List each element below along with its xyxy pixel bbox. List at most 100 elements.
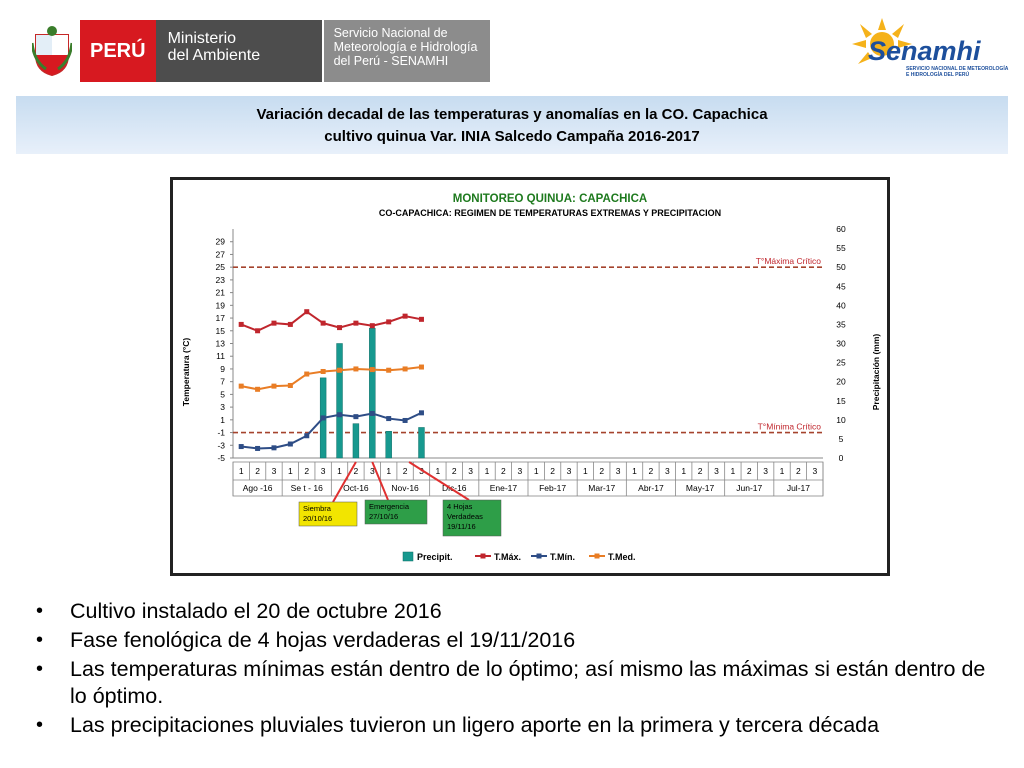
series-marker	[386, 319, 392, 325]
series-marker	[255, 445, 261, 451]
peru-ministry-logo: PERÚ Ministerio del Ambiente Servicio Na…	[24, 20, 490, 82]
decade-tick-label: 2	[796, 466, 801, 476]
bullet-text: Fase fenológica de 4 hojas verdaderas el…	[70, 628, 576, 652]
decade-tick-label: 1	[632, 466, 637, 476]
month-tick-label: Dic-16	[442, 483, 467, 493]
bullet-text: Cultivo instalado el 20 de octubre 2016	[70, 599, 442, 623]
bullet-item: • Fase fenológica de 4 hojas verdaderas e…	[34, 627, 994, 654]
y2-tick-label: 10	[836, 415, 846, 425]
bullet-list: • Cultivo instalado el 20 de octubre 2016…	[34, 598, 994, 741]
series-marker	[320, 415, 326, 421]
decade-tick-label: 1	[386, 466, 391, 476]
y2-tick-label: 15	[836, 396, 846, 406]
month-tick-label: Se t - 16	[291, 483, 323, 493]
slide-title-line-1: Variación decadal de las temperaturas y …	[256, 106, 768, 123]
decade-tick-label: 3	[370, 466, 375, 476]
bullet-dot: •	[36, 600, 44, 622]
month-tick-label: May-17	[686, 483, 715, 493]
y-tick-label: 25	[216, 262, 226, 272]
y-tick-label: 13	[216, 339, 226, 349]
chart-subtitle: CO-CAPACHICA: REGIMEN DE TEMPERATURAS EX…	[379, 208, 721, 218]
precip-bar	[369, 327, 376, 459]
threshold-label: T°Mínima Crítico	[758, 422, 822, 432]
annotation-arrow	[371, 461, 389, 501]
slide-title-line-2: cultivo quinua Var. INIA Salcedo Campaña…	[324, 128, 700, 145]
series-marker	[402, 417, 408, 423]
service-line-1: Servicio Nacional de	[333, 26, 448, 40]
service-label: Servicio Nacional de Meteorología e Hidr…	[323, 20, 490, 82]
decade-tick-label: 1	[337, 466, 342, 476]
chart-frame: MONITOREO QUINUA: CAPACHICA CO-CAPACHICA…	[170, 177, 890, 576]
y2-tick-label: 5	[839, 434, 844, 444]
precip-bar	[352, 423, 360, 459]
y-tick-label: 9	[220, 364, 225, 374]
decade-tick-label: 3	[714, 466, 719, 476]
y-tick-label: 1	[220, 415, 225, 425]
precip-bar	[385, 431, 392, 459]
series-marker	[386, 416, 392, 422]
annotation-text: 20/10/16	[303, 514, 332, 523]
slide-title: Variación decadal de las temperaturas y …	[16, 104, 1008, 148]
y2-tick-label: 30	[836, 339, 846, 349]
series-marker	[255, 328, 261, 334]
y-tick-label: -3	[217, 440, 225, 450]
decade-tick-label: 1	[435, 466, 440, 476]
series-marker	[304, 309, 310, 315]
decade-tick-label: 1	[681, 466, 686, 476]
bullet-item: • Cultivo instalado el 20 de octubre 2016	[34, 598, 994, 625]
month-tick-label: Jul-17	[787, 483, 810, 493]
series-marker	[320, 320, 326, 326]
precip-bar	[418, 427, 425, 459]
decade-tick-label: 1	[583, 466, 588, 476]
bullet-text: Las precipitaciones pluviales tuvieron u…	[70, 713, 880, 737]
series-marker	[304, 433, 310, 439]
series-line	[241, 411, 422, 450]
decade-tick-label: 3	[616, 466, 621, 476]
y-tick-label: 23	[216, 275, 226, 285]
month-tick-label: Mar-17	[588, 483, 615, 493]
month-tick-label: Jun-17	[736, 483, 762, 493]
decade-tick-label: 2	[747, 466, 752, 476]
series-marker	[337, 412, 343, 418]
annotation-box	[442, 499, 502, 537]
y-tick-label: 3	[220, 402, 225, 412]
y2-tick-label: 20	[836, 377, 846, 387]
decade-tick-label: 1	[780, 466, 785, 476]
precip-bar	[336, 343, 343, 459]
month-tick-label: Feb-17	[539, 483, 566, 493]
y-tick-label: 11	[216, 351, 225, 361]
legend-swatch	[402, 551, 414, 562]
series-marker	[386, 367, 392, 373]
legend-label: T.Med.	[608, 552, 636, 562]
series-marker	[418, 364, 424, 370]
chart-title: MONITOREO QUINUA: CAPACHICA	[453, 193, 647, 205]
threshold-label: T°Máxima Crítico	[756, 256, 822, 266]
annotation-box	[298, 501, 358, 527]
ministry-line-1: Ministerio	[167, 30, 237, 47]
decade-tick-label: 3	[468, 466, 473, 476]
y2-axis-label: Precipitación (mm)	[871, 334, 881, 411]
series-marker	[271, 383, 277, 389]
y-tick-label: 7	[220, 377, 225, 387]
senamhi-sub-1: SERVICIO NACIONAL DE METEOROLOGÍA	[906, 66, 1009, 72]
y-tick-label: -1	[217, 428, 225, 438]
y2-tick-label: 35	[836, 319, 846, 329]
decade-tick-label: 2	[304, 466, 309, 476]
series-marker	[238, 444, 244, 450]
annotation-arrow	[408, 461, 470, 501]
senamhi-subtitle: SERVICIO NACIONAL DE METEOROLOGÍA E HIDR…	[906, 66, 1008, 78]
senamhi-sub-2: E HIDROLOGÍA DEL PERÚ	[906, 72, 970, 78]
decade-tick-label: 3	[517, 466, 522, 476]
month-tick-label: Oct-16	[343, 483, 369, 493]
y2-tick-label: 45	[836, 281, 846, 291]
month-tick-label: Ago -16	[243, 483, 273, 493]
y-tick-label: -5	[217, 453, 225, 463]
y2-tick-label: 0	[839, 453, 844, 463]
series-marker	[353, 366, 359, 372]
senamhi-sun-icon	[852, 18, 912, 64]
series-line	[240, 310, 422, 332]
month-tick-label: Ene-17	[490, 483, 518, 493]
bullet-item: • Las precipitaciones pluviales tuvieron …	[34, 712, 994, 739]
y-tick-label: 19	[216, 300, 226, 310]
series-marker	[369, 410, 375, 416]
